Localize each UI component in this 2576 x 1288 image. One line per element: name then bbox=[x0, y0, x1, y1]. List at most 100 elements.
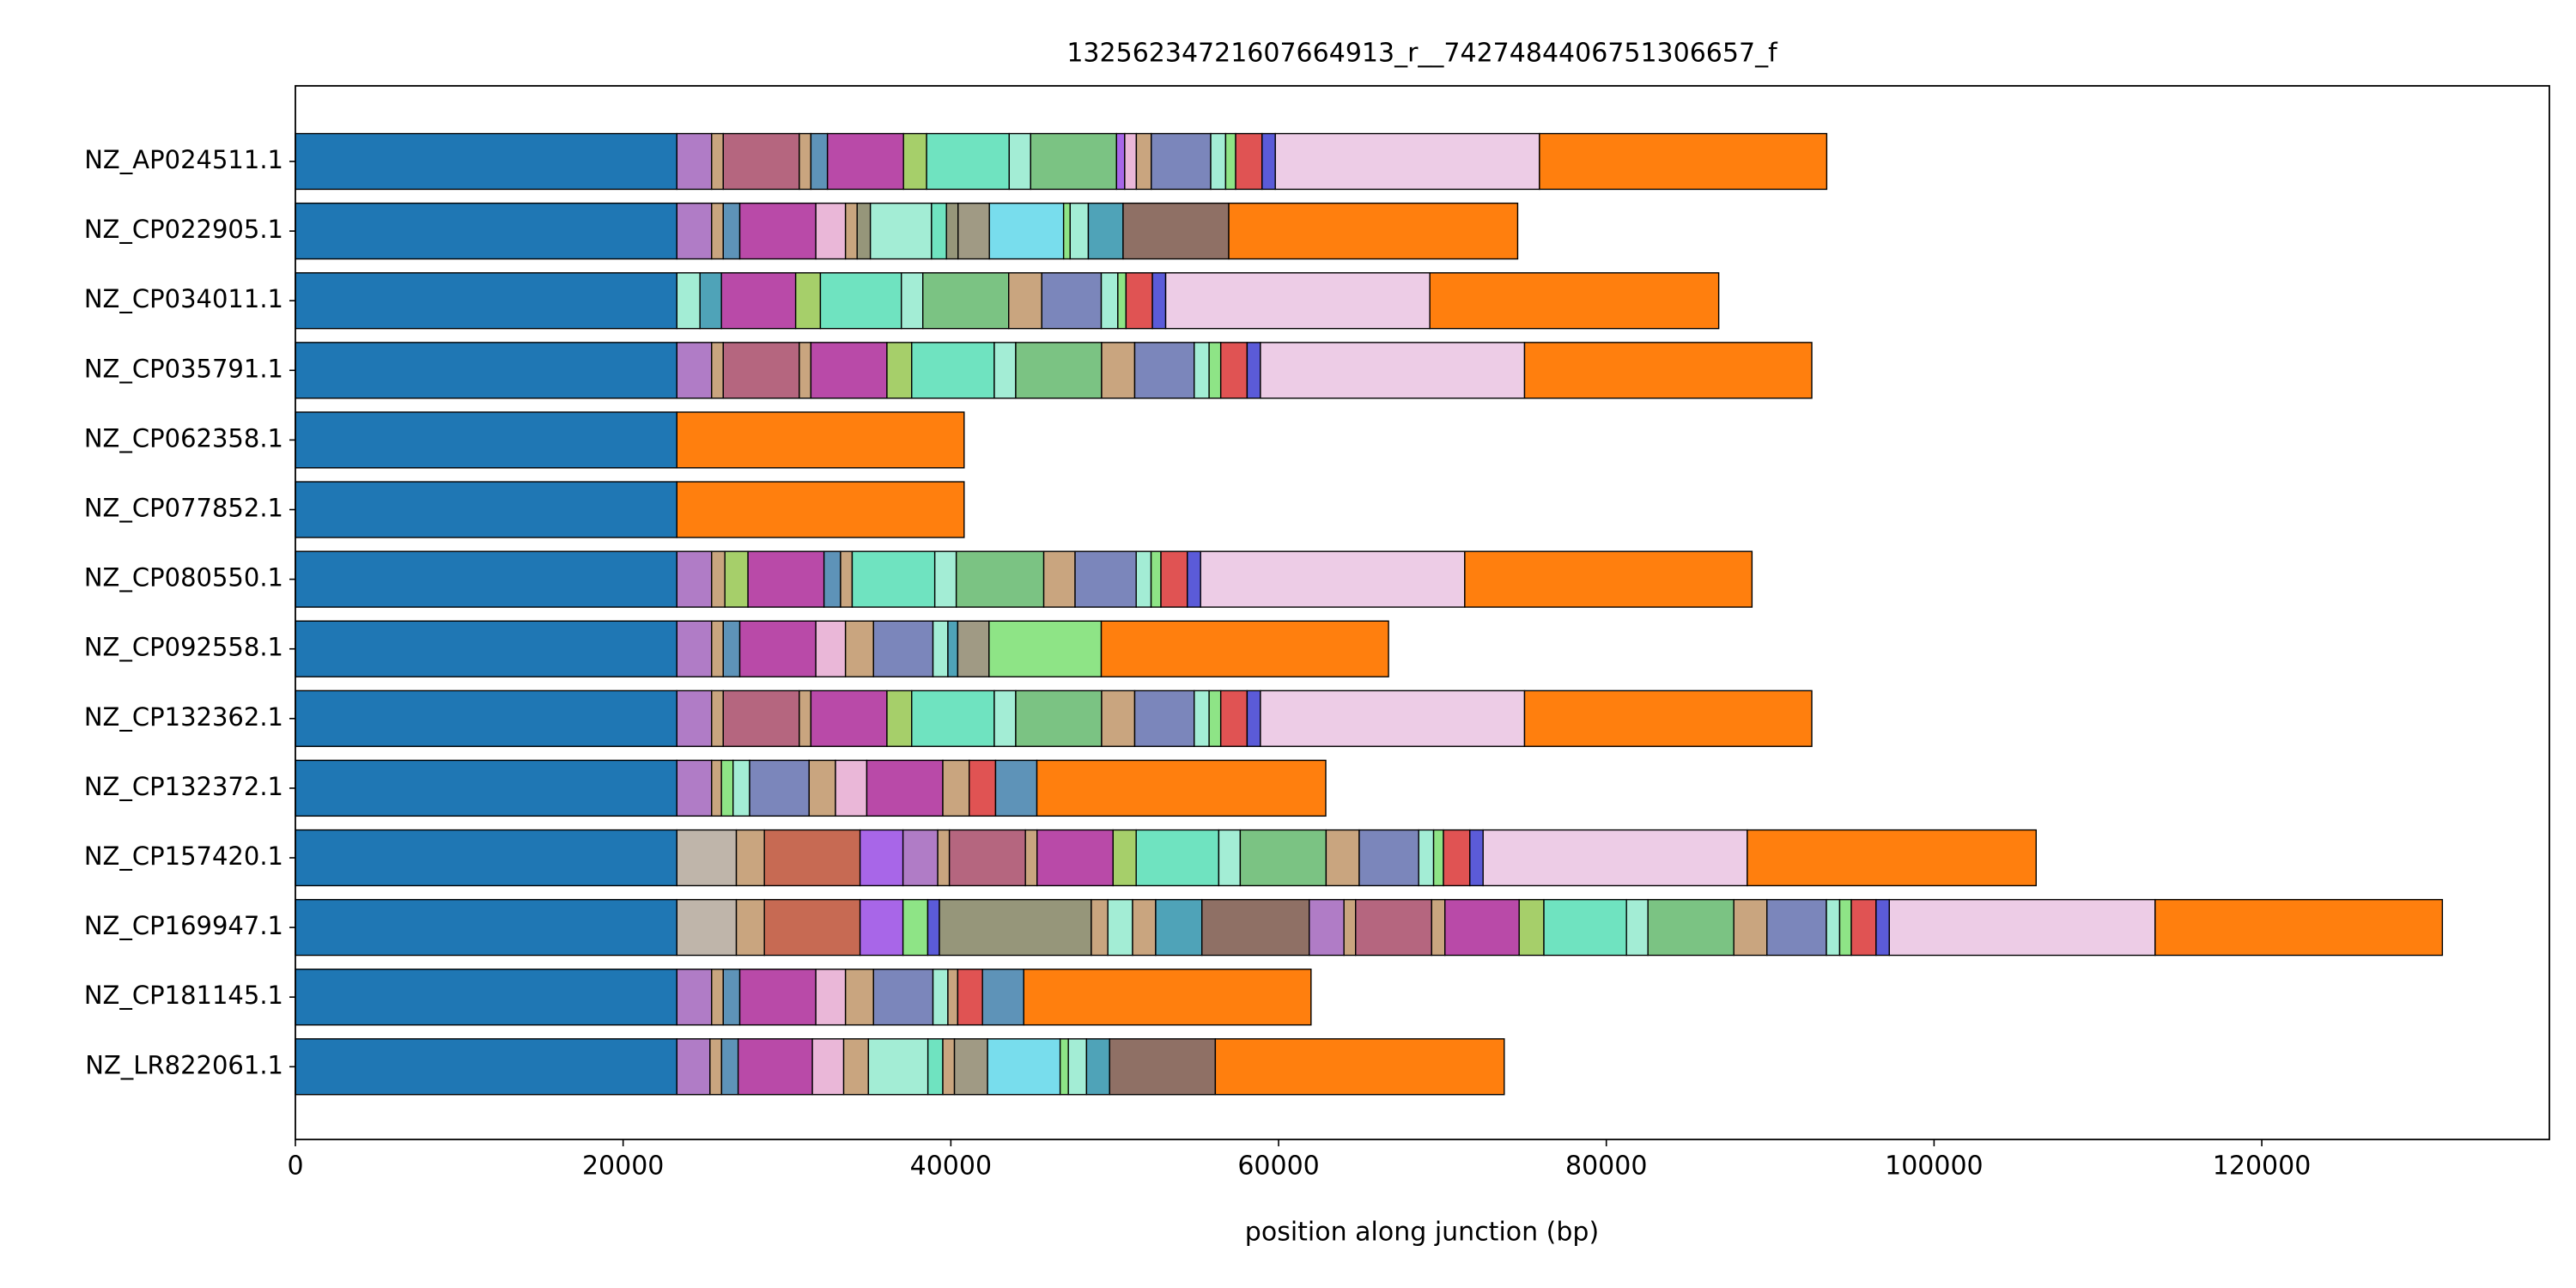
bar-segment bbox=[902, 829, 939, 887]
bar-segment bbox=[735, 898, 765, 957]
bar-segment bbox=[1112, 829, 1137, 887]
bar-segment bbox=[1260, 342, 1526, 399]
y-tick-label: NZ_CP080550.1 bbox=[84, 563, 283, 592]
bar-segment bbox=[987, 1038, 1061, 1096]
bar-segment bbox=[842, 1038, 870, 1096]
bar-segment bbox=[711, 132, 724, 191]
bar-segment bbox=[1135, 550, 1152, 608]
bar-segment bbox=[722, 969, 741, 1026]
bar-segment bbox=[1150, 550, 1162, 608]
bar-segment bbox=[1151, 272, 1167, 330]
bar-segment bbox=[1325, 829, 1360, 887]
bar-segment bbox=[763, 898, 861, 957]
bar-segment bbox=[872, 620, 934, 677]
bar-segment bbox=[969, 759, 997, 817]
bar-segment bbox=[1091, 898, 1109, 957]
y-tick-label: NZ_LR822061.1 bbox=[85, 1050, 283, 1079]
bar-segment bbox=[737, 1038, 813, 1096]
bar-segment bbox=[295, 1038, 677, 1096]
bar-segment bbox=[295, 898, 677, 957]
bar-segment bbox=[1124, 132, 1138, 191]
bar-segment bbox=[1418, 829, 1435, 887]
bar-segment bbox=[295, 829, 677, 887]
bar-segment bbox=[1210, 132, 1227, 191]
bar-segment bbox=[1625, 898, 1649, 957]
bar-segment bbox=[1219, 690, 1249, 747]
bar-segment bbox=[738, 620, 817, 677]
bar-segment bbox=[808, 759, 836, 817]
bar-segment bbox=[810, 690, 888, 747]
bar-segment bbox=[1201, 898, 1310, 957]
bar-segment bbox=[942, 1038, 956, 1096]
bar-segment bbox=[1443, 829, 1471, 887]
bar-segment bbox=[295, 550, 677, 608]
bar-segment bbox=[955, 550, 1045, 608]
bar-segment bbox=[1101, 690, 1136, 747]
bar-segment bbox=[1194, 342, 1210, 399]
bar-segment bbox=[1343, 898, 1357, 957]
bar-segment bbox=[993, 690, 1017, 747]
bar-segment bbox=[911, 342, 995, 399]
bar-segment bbox=[1464, 550, 1753, 608]
bar-segment bbox=[720, 759, 734, 817]
bar-segment bbox=[1155, 898, 1203, 957]
bar-segment bbox=[2154, 898, 2444, 957]
bar-segment bbox=[1444, 898, 1520, 957]
bar-segment bbox=[1115, 132, 1126, 191]
bar-segment bbox=[1117, 272, 1127, 330]
bar-segment bbox=[1219, 342, 1249, 399]
bar-segment bbox=[676, 759, 713, 817]
bar-segment bbox=[720, 272, 797, 330]
bar-segment bbox=[810, 132, 829, 191]
bar-segment bbox=[295, 132, 677, 191]
bar-segment bbox=[815, 969, 847, 1026]
bar-segment bbox=[1224, 132, 1236, 191]
bar-segment bbox=[1539, 132, 1828, 191]
bar-segment bbox=[1187, 550, 1201, 608]
bar-segment bbox=[840, 550, 854, 608]
bar-segment bbox=[295, 202, 677, 260]
x-tick-label: 20000 bbox=[582, 1151, 664, 1182]
x-tick-label: 60000 bbox=[1237, 1151, 1319, 1182]
bar-segment bbox=[676, 342, 713, 399]
bar-segment bbox=[1850, 898, 1877, 957]
bar-segment bbox=[811, 1038, 845, 1096]
bar-segment bbox=[722, 202, 741, 260]
bar-segment bbox=[711, 550, 726, 608]
bar-segment bbox=[738, 202, 817, 260]
bar-segment bbox=[1074, 550, 1137, 608]
bar-segment bbox=[699, 272, 722, 330]
bar-segment bbox=[676, 620, 713, 677]
bar-segment bbox=[927, 898, 940, 957]
bar-segment bbox=[902, 132, 927, 191]
bar-segment bbox=[859, 829, 904, 887]
bar-segment bbox=[1132, 898, 1157, 957]
bar-segment bbox=[1042, 550, 1076, 608]
bar-segment bbox=[1208, 342, 1222, 399]
bar-segment bbox=[1109, 1038, 1217, 1096]
bar-segment bbox=[926, 132, 1010, 191]
bar-segment bbox=[815, 202, 847, 260]
bar-segment bbox=[931, 202, 947, 260]
bar-segment bbox=[1100, 620, 1389, 677]
bar-segment bbox=[722, 132, 800, 191]
bar-segment bbox=[1469, 829, 1484, 887]
bar-segment bbox=[988, 620, 1103, 677]
bar-segment bbox=[722, 620, 741, 677]
bar-segment bbox=[799, 342, 812, 399]
bar-segment bbox=[1164, 272, 1431, 330]
bar-segment bbox=[994, 759, 1038, 817]
bar-segment bbox=[799, 690, 812, 747]
bar-segment bbox=[1036, 759, 1327, 817]
bar-segment bbox=[947, 620, 959, 677]
bar-segment bbox=[866, 759, 944, 817]
bar-segment bbox=[1766, 898, 1827, 957]
bar-segment bbox=[1122, 202, 1230, 260]
bar-segment bbox=[819, 272, 902, 330]
bar-segment bbox=[763, 829, 861, 887]
bar-segment bbox=[1069, 202, 1090, 260]
x-tick-label: 120000 bbox=[2213, 1151, 2312, 1182]
bar-segment bbox=[1432, 829, 1444, 887]
bar-segment bbox=[722, 342, 800, 399]
